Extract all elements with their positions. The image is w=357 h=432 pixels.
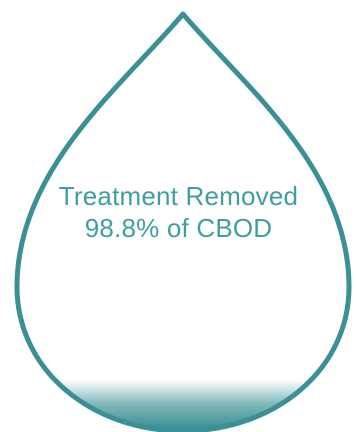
caption-line-1: Treatment Removed [58, 181, 299, 211]
drop-caption: Treatment Removed 98.8% of CBOD [0, 180, 357, 244]
drop-outline [14, 11, 352, 432]
caption-line-2: 98.8% of CBOD [84, 213, 273, 243]
